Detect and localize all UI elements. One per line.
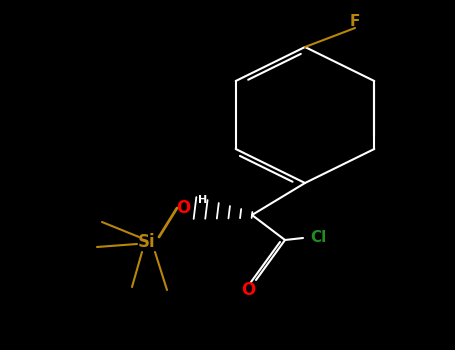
Text: Cl: Cl: [310, 231, 326, 245]
Text: O: O: [176, 199, 190, 217]
Text: O: O: [241, 281, 255, 299]
Text: F: F: [350, 14, 360, 29]
Text: H: H: [198, 195, 207, 205]
Text: Si: Si: [138, 233, 156, 251]
